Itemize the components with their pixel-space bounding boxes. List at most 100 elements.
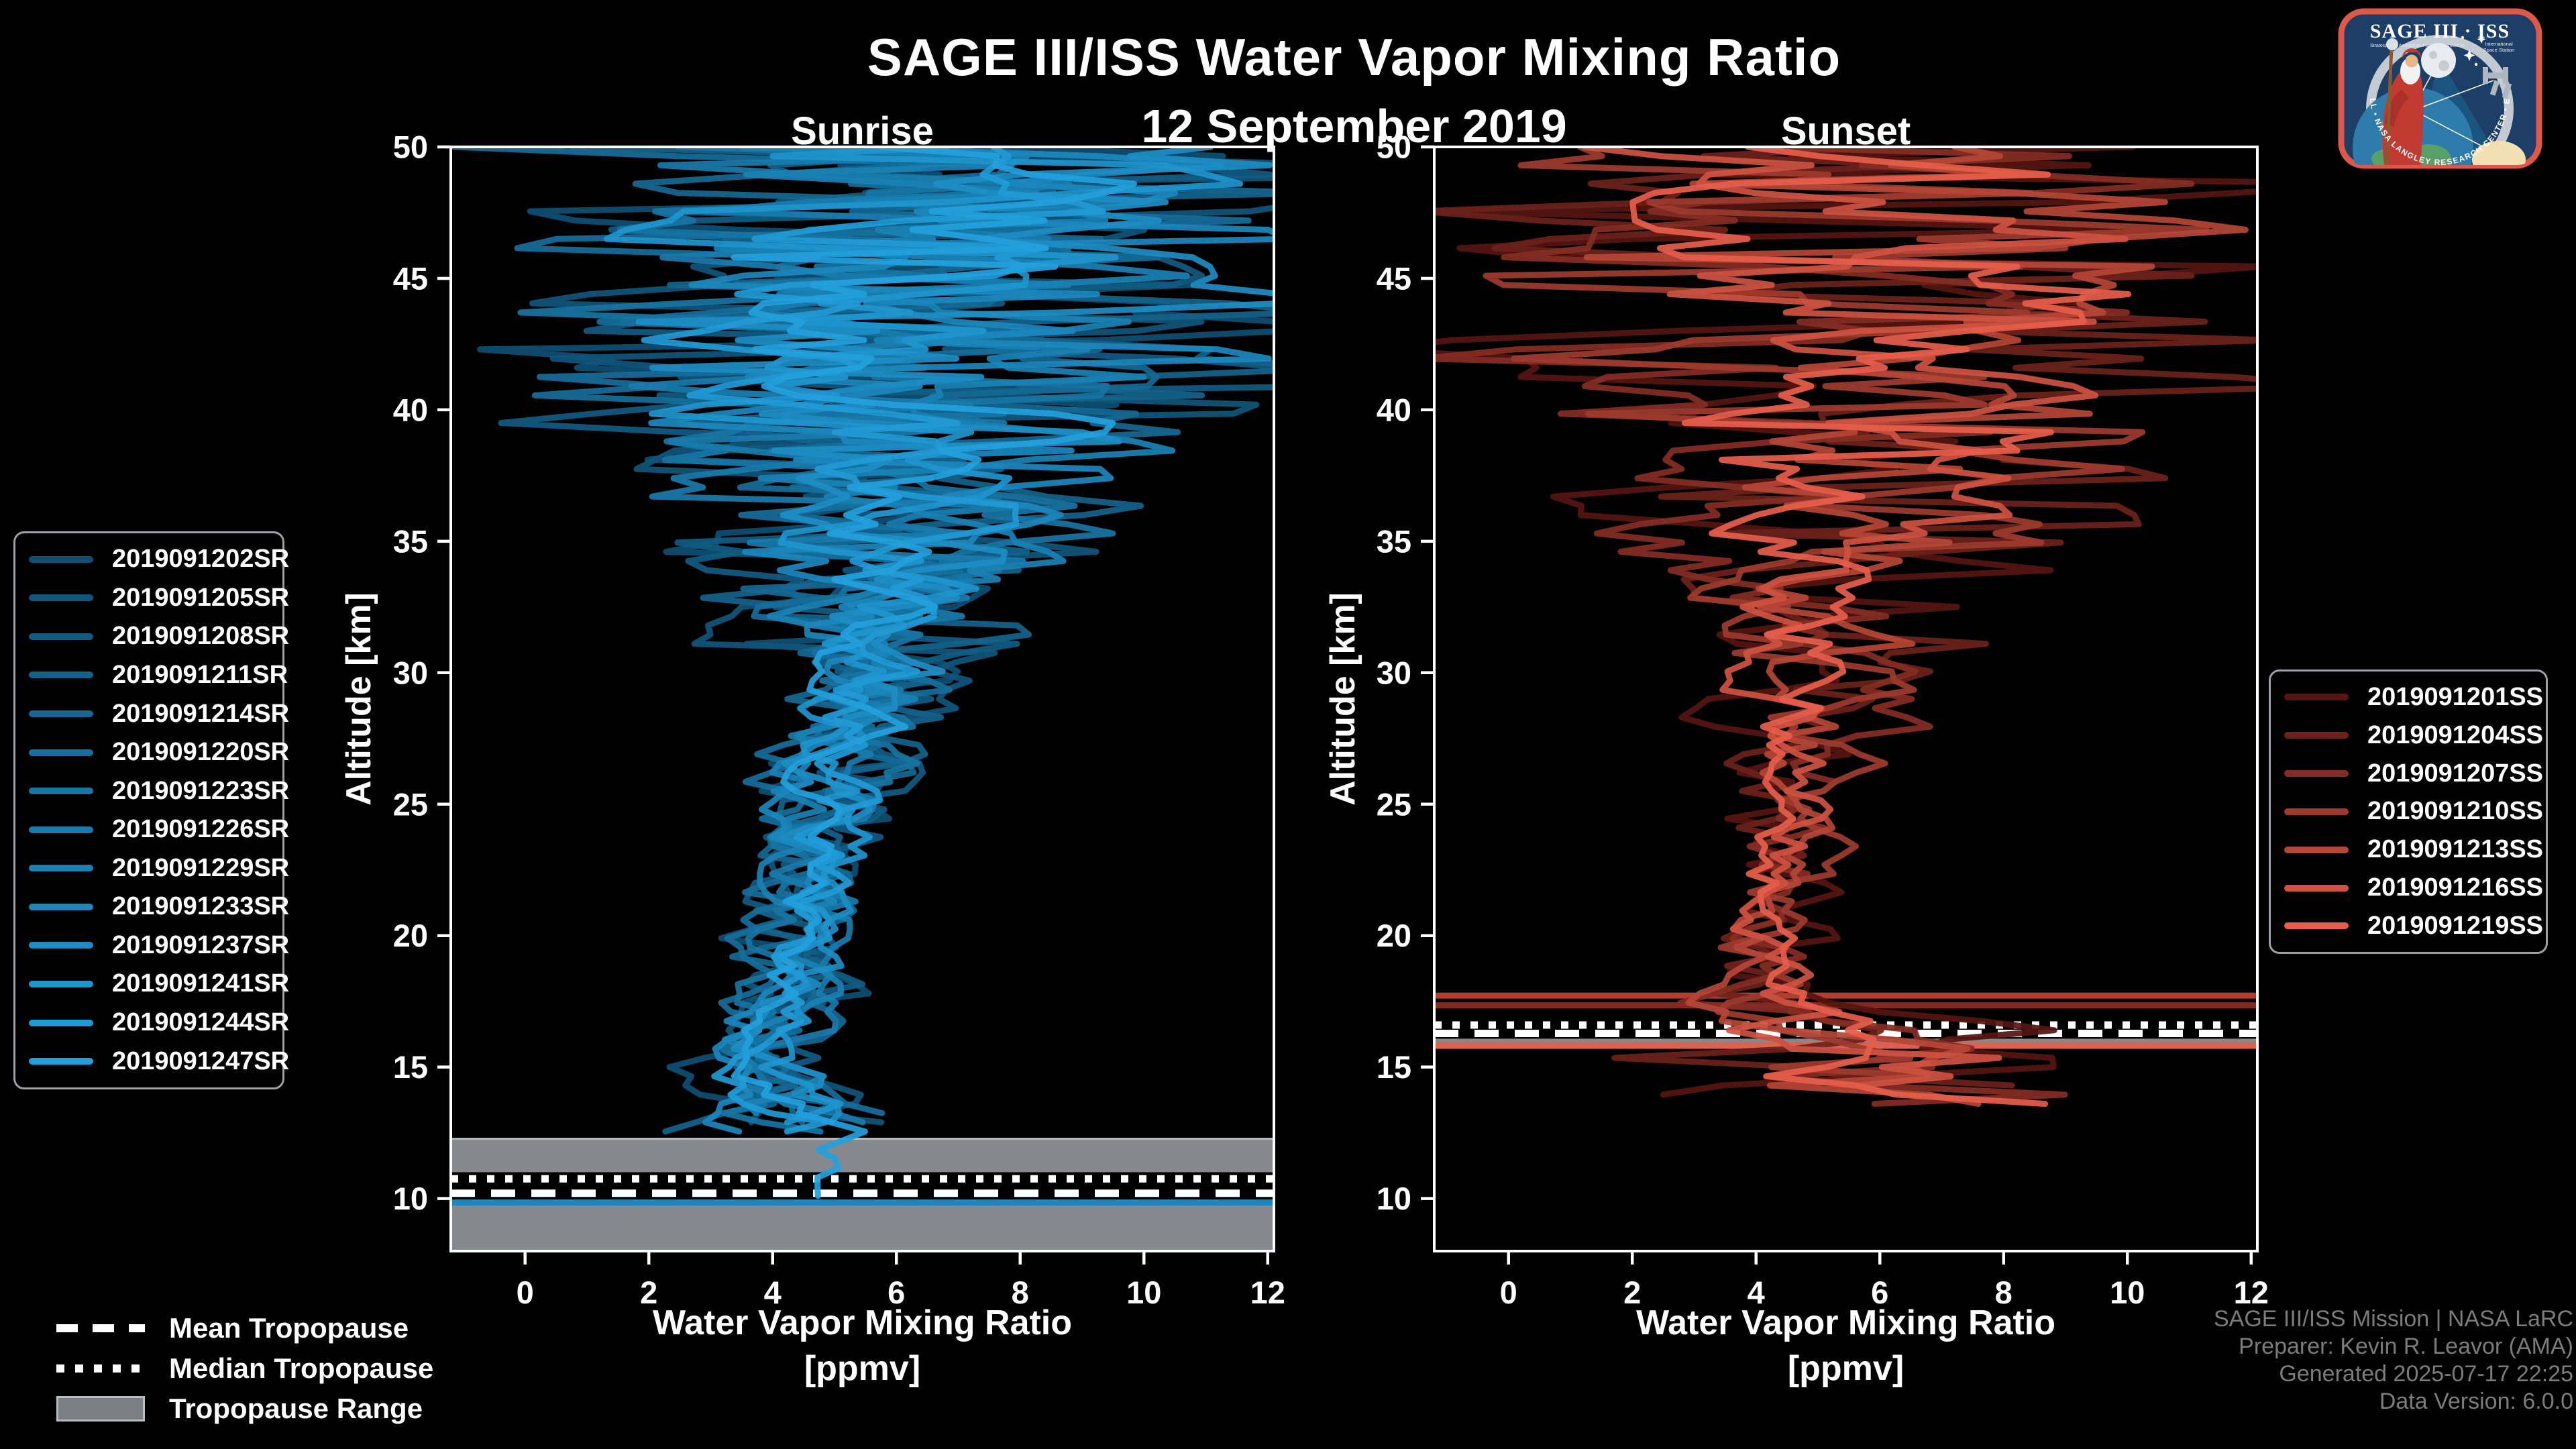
legend-item: 2019091213SS <box>2279 835 2543 864</box>
profile-line-2019091247SR <box>731 147 1137 1199</box>
y-tick-label: 10 <box>393 1181 428 1216</box>
y-tick-label: 45 <box>1377 260 1411 296</box>
legend-line-swatch <box>2284 770 2349 777</box>
legend-item: 2019091216SS <box>2279 873 2543 902</box>
y-tick-label: 45 <box>393 260 428 296</box>
sunrise-plot-area <box>451 147 1274 1251</box>
y-tick-label: 30 <box>393 655 428 690</box>
y-axis-label-sunset: Altitude [km] <box>1324 592 1362 806</box>
legend-line-swatch <box>29 903 93 910</box>
tropopause-legend: Mean Tropopause Median Tropopause Tropop… <box>40 1308 510 1429</box>
x-tick-label: 2 <box>640 1275 657 1310</box>
legend-item: 2019091233SR <box>23 892 289 921</box>
legend-line-swatch <box>2284 922 2349 930</box>
x-axis-label-sunrise: Water Vapor Mixing Ratio <box>652 1303 1073 1342</box>
credits-generated: Generated 2025-07-17 22:25 <box>2279 1361 2573 1387</box>
legend-label: 2019091214SR <box>112 699 290 728</box>
y-tick-label: 40 <box>393 392 428 427</box>
legend-item: 2019091207SS <box>2279 759 2543 788</box>
profile-line-2019091213SS <box>1583 147 2249 1107</box>
median-tropopause-label: Median Tropopause <box>169 1352 434 1384</box>
profile-line-2019091216SS <box>1581 147 2129 1089</box>
legend-line-swatch <box>2284 732 2349 739</box>
legend-sunrise: 2019091202SR 2019091205SR 2019091208SR 2019… <box>13 531 289 1089</box>
y-tick-label: 25 <box>1377 786 1411 822</box>
legend-label: 2019091220SR <box>112 738 290 767</box>
legend-item: 2019091204SS <box>2279 721 2543 750</box>
mission-patch-logo: BALL • NASA LANGLEY RESEARCH CENTER • ES… <box>2338 8 2542 169</box>
legend-line-swatch <box>29 749 93 756</box>
mean-tropopause-label: Mean Tropopause <box>169 1312 409 1344</box>
profile-line-2019091237SR <box>635 147 1274 1126</box>
legend-row-median-tropopause: Median Tropopause <box>40 1348 510 1389</box>
x-tick-label: 10 <box>1126 1275 1161 1310</box>
range-band-icon <box>56 1396 145 1421</box>
legend-line-swatch <box>29 788 93 795</box>
wizard-figure <box>2382 38 2424 165</box>
axes-spines <box>1433 146 2259 1252</box>
legend-line-swatch <box>29 555 93 563</box>
y-tick-label: 20 <box>393 918 428 953</box>
legend-item: 2019091220SR <box>23 738 289 767</box>
legend-item: 2019091210SS <box>2279 797 2543 826</box>
y-tick-label: 30 <box>1377 655 1411 690</box>
x-tick-label: 8 <box>1995 1275 2012 1310</box>
y-tick-label: 10 <box>1377 1181 1411 1216</box>
legend-label: 2019091207SS <box>2367 759 2544 788</box>
x-axis-label-units-sunrise: [ppmv] <box>804 1349 921 1388</box>
x-tick-label: 4 <box>764 1275 782 1310</box>
credits-mission: SAGE III/ISS Mission | NASA LaRC <box>2213 1306 2573 1332</box>
legend-line-swatch <box>29 865 93 872</box>
legend-item: 2019091226SR <box>23 815 289 844</box>
legend-item: 2019091241SR <box>23 969 289 998</box>
legend-line-swatch <box>2284 884 2349 892</box>
x-tick-label: 6 <box>888 1275 905 1310</box>
legend-label: 2019091205SR <box>112 583 290 612</box>
legend-item: 2019091202SR <box>23 545 289 574</box>
legend-label: 2019091201SS <box>2367 682 2544 711</box>
legend-item: 2019091208SR <box>23 622 289 651</box>
legend-label: 2019091210SS <box>2367 797 2544 826</box>
profile-line-2019091219SS <box>1629 147 2132 1107</box>
y-tick-label: 15 <box>393 1049 428 1085</box>
legend-label: 2019091241SR <box>112 969 290 998</box>
legend-item: 2019091247SR <box>23 1047 289 1076</box>
legend-label: 2019091223SR <box>112 776 290 805</box>
legend-item: 2019091211SR <box>23 661 288 690</box>
legend-line-swatch <box>29 594 93 602</box>
legend-line-swatch <box>2284 846 2349 853</box>
legend-line-swatch <box>29 942 93 949</box>
legend-item: 2019091223SR <box>23 777 289 806</box>
credits-preparer: Preparer: Kevin R. Leavor (AMA) <box>2239 1334 2573 1359</box>
tropopause-range-label: Tropopause Range <box>169 1393 423 1424</box>
legend-line-swatch <box>29 1058 93 1065</box>
legend-label: 2019091204SS <box>2367 720 2544 749</box>
y-axis-label-sunrise: Altitude [km] <box>339 592 378 806</box>
legend-line-swatch <box>2284 694 2349 701</box>
figure-date: 12 September 2019 <box>1141 100 1567 152</box>
sun-icon <box>2472 141 2526 165</box>
legend-label: 2019091211SR <box>112 660 288 689</box>
star-icon <box>2461 35 2486 66</box>
x-tick-label: 8 <box>1012 1275 1029 1310</box>
legend-label: 2019091226SR <box>112 815 290 844</box>
legend-line-swatch <box>29 826 93 833</box>
legend-line-swatch <box>29 1019 93 1026</box>
y-tick-label: 35 <box>1377 523 1411 559</box>
legend-item: 2019091214SR <box>23 700 289 729</box>
y-tick-label: 40 <box>1377 392 1411 427</box>
legend-item: 2019091205SR <box>23 584 289 612</box>
figure-title: SAGE III/ISS Water Vapor Mixing Ratio <box>867 28 1841 87</box>
legend-label: 2019091208SR <box>112 622 290 651</box>
legend-item: 2019091237SR <box>23 931 289 960</box>
y-tick-label: 20 <box>1377 918 1411 953</box>
legend-row-tropopause-range: Tropopause Range <box>40 1389 510 1429</box>
dashed-line-icon <box>56 1324 145 1332</box>
legend-label: 2019091213SS <box>2367 835 2544 864</box>
legend-line-swatch <box>29 672 93 679</box>
y-tick-label: 25 <box>393 786 428 822</box>
profile-line-2019091201SS <box>1434 147 2257 1098</box>
x-tick-label: 6 <box>1871 1275 1888 1310</box>
legend-line-swatch <box>29 633 93 640</box>
